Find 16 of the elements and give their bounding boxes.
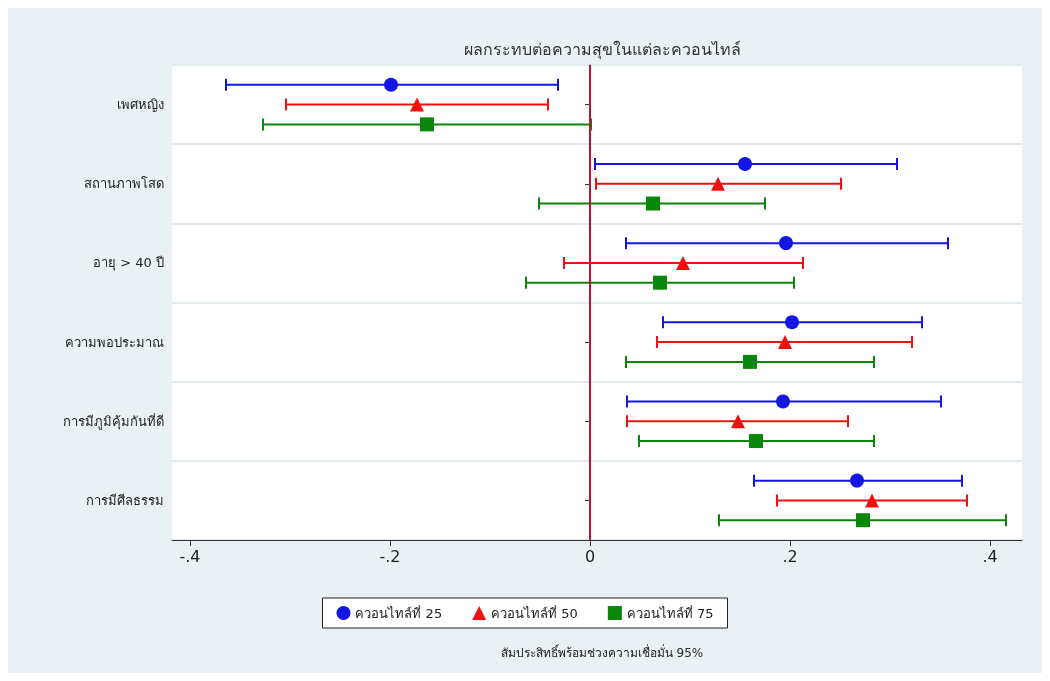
legend-label: ควอนไทล์ที่ 25 [355, 604, 443, 621]
y-tick-label: อายุ > 40 ปี [93, 255, 164, 272]
chart-title: ผลกระทบต่อความสุขในแต่ละควอนไทล์ [463, 39, 741, 60]
x-tick-label: .4 [982, 546, 998, 566]
x-tick-label: .2 [782, 546, 798, 566]
x-tick-label: -.4 [179, 546, 201, 566]
x-tick-label: 0 [584, 546, 596, 566]
y-tick-label: ความพอประมาณ [65, 334, 164, 350]
legend-label: ควอนไทล์ที่ 75 [626, 604, 714, 621]
y-tick-label: เพศหญิง [117, 97, 164, 113]
y-tick-label: สถานภาพโสด [84, 176, 164, 192]
x-tick-label: -.2 [379, 546, 401, 566]
y-tick-label: การมีภูมิคุ้มกันที่ดี [63, 412, 164, 430]
y-tick-label: การมีศีลธรรม [86, 492, 164, 508]
text: สัมประสิทธิ์พร้อมช่วงความเชื่อมั่น 95% [500, 644, 704, 660]
legend-label: ควอนไทล์ที่ 50 [491, 604, 578, 621]
